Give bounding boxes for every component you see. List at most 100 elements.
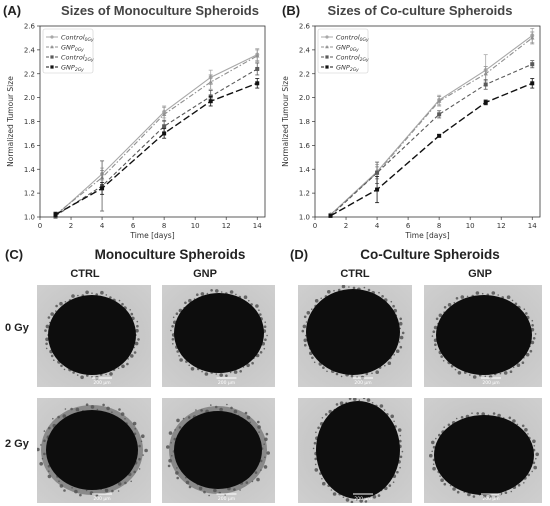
- micrograph-speckle: [523, 482, 525, 484]
- micrograph-speckle: [136, 320, 139, 323]
- micrograph-speckle: [339, 401, 344, 405]
- micrograph-speckle: [534, 333, 537, 335]
- micrograph-speckle: [64, 408, 67, 410]
- micrograph-speckle: [188, 298, 192, 303]
- micrograph-speckle: [453, 301, 456, 304]
- co-series-3: [328, 78, 535, 218]
- micrograph-speckle: [481, 292, 484, 295]
- micrograph-speckle: [390, 300, 393, 303]
- micrograph-speckle: [345, 498, 350, 502]
- micrograph-speckle: [447, 423, 451, 427]
- micrograph-speckle: [136, 324, 139, 328]
- mono-y-tick-label: 2.0: [24, 94, 35, 102]
- micrograph-speckle: [525, 312, 528, 315]
- micrograph-speckle: [117, 367, 120, 369]
- micrograph-speckle: [45, 337, 49, 342]
- micrograph-speckle: [390, 414, 394, 419]
- micrograph-speckle: [366, 398, 371, 402]
- co-legend-marker: [325, 35, 329, 39]
- micrograph-speckle: [258, 309, 260, 311]
- spheroid-core: [46, 410, 138, 490]
- micrograph-speckle: [335, 403, 339, 406]
- spheroid-core: [48, 295, 136, 375]
- mono-y-tick-label: 1.6: [24, 142, 36, 150]
- micrograph-speckle: [109, 296, 112, 299]
- micrograph-speckle: [392, 481, 395, 483]
- micrograph-speckle: [363, 286, 366, 289]
- co-data-point: [483, 71, 488, 76]
- micrograph-speckle: [301, 329, 305, 333]
- micrograph-speckle: [302, 324, 307, 329]
- micrograph-speckle: [432, 330, 436, 333]
- micrograph-speckle: [255, 304, 259, 308]
- micrograph-speckle: [332, 492, 337, 496]
- mono-series-3: [53, 78, 260, 218]
- micrograph-speckle: [429, 453, 433, 458]
- micrograph-speckle: [311, 356, 314, 360]
- micrograph-co-gnp-0gy: 200 µm: [424, 285, 542, 387]
- micrograph-speckle: [314, 457, 317, 461]
- micrograph-speckle: [442, 360, 445, 362]
- mono-y-axis-label: Normalized Tumour Size: [6, 76, 15, 167]
- micrograph-speckle: [235, 293, 237, 296]
- mono-legend-marker: [50, 55, 54, 59]
- row-2gy-label: 2 Gy: [5, 438, 29, 450]
- micrograph-speckle: [248, 299, 250, 302]
- scale-bar-label: 200 µm: [482, 496, 499, 502]
- micrograph-speckle: [525, 352, 530, 357]
- micrograph-speckle: [521, 424, 525, 428]
- micrograph-speckle: [447, 303, 452, 307]
- micrograph-speckle: [529, 349, 533, 353]
- micrograph-speckle: [320, 297, 322, 300]
- micrograph-speckle: [348, 286, 350, 288]
- micrograph-speckle: [503, 371, 508, 375]
- mono-data-point: [53, 212, 58, 217]
- micrograph-speckle: [432, 466, 436, 471]
- micrograph-speckle: [393, 354, 395, 356]
- micrograph-speckle: [60, 364, 63, 368]
- micrograph-speckle: [95, 293, 98, 296]
- mono-x-tick-label: 12: [222, 222, 231, 230]
- panel-label-b: (B): [282, 3, 301, 18]
- scale-bar-label: 200 µm: [354, 496, 371, 502]
- micrograph-speckle: [63, 368, 66, 371]
- micrograph-speckle: [105, 373, 107, 376]
- mono-y-tick-label: 1.2: [24, 190, 35, 198]
- micrograph-speckle: [239, 370, 242, 373]
- micrograph-speckle: [229, 290, 234, 294]
- micrograph-co-gnp-2gy: 200 µm: [424, 398, 542, 503]
- scale-bar-label: 200 µm: [93, 496, 110, 502]
- mono-y-tick-label: 1.8: [24, 118, 35, 126]
- mono-x-tick-label: 10: [191, 222, 200, 230]
- micrograph-speckle: [435, 317, 439, 321]
- micrograph-speckle: [443, 426, 445, 428]
- co-legend-marker: [325, 55, 329, 59]
- micrograph-speckle: [460, 416, 464, 419]
- scale-bar-label: 200 µm: [354, 380, 371, 386]
- micrograph-speckle: [305, 321, 308, 323]
- panel-label-d: (D): [290, 247, 309, 262]
- spheroid-core: [316, 401, 400, 499]
- micrograph-speckle: [306, 311, 311, 315]
- micrograph-speckle: [517, 483, 521, 487]
- mono-legend-label: Control0Gy: [61, 34, 94, 44]
- mono-x-tick-label: 14: [253, 222, 262, 230]
- micrograph-speckle: [367, 288, 371, 292]
- micrograph-speckle: [348, 398, 352, 400]
- micrograph-speckle: [314, 468, 319, 472]
- micrograph-speckle: [322, 366, 325, 369]
- micrograph-speckle: [313, 361, 316, 364]
- mono-series-line: [55, 54, 258, 217]
- micrograph-speckle: [184, 301, 187, 305]
- co-x-tick-label: 14: [528, 222, 537, 230]
- mono-data-point: [208, 99, 213, 104]
- micrograph-speckle: [495, 496, 497, 498]
- co-data-point: [437, 133, 442, 138]
- chart-b-title: Sizes of Co-culture Spheroids: [327, 3, 513, 18]
- micrograph-speckle: [393, 420, 395, 423]
- micrograph-speckle: [504, 491, 508, 494]
- micrograph-speckle: [456, 490, 460, 494]
- micrograph-speckle: [233, 370, 238, 374]
- micrograph-speckle: [77, 294, 79, 297]
- micrograph-speckle: [508, 416, 512, 420]
